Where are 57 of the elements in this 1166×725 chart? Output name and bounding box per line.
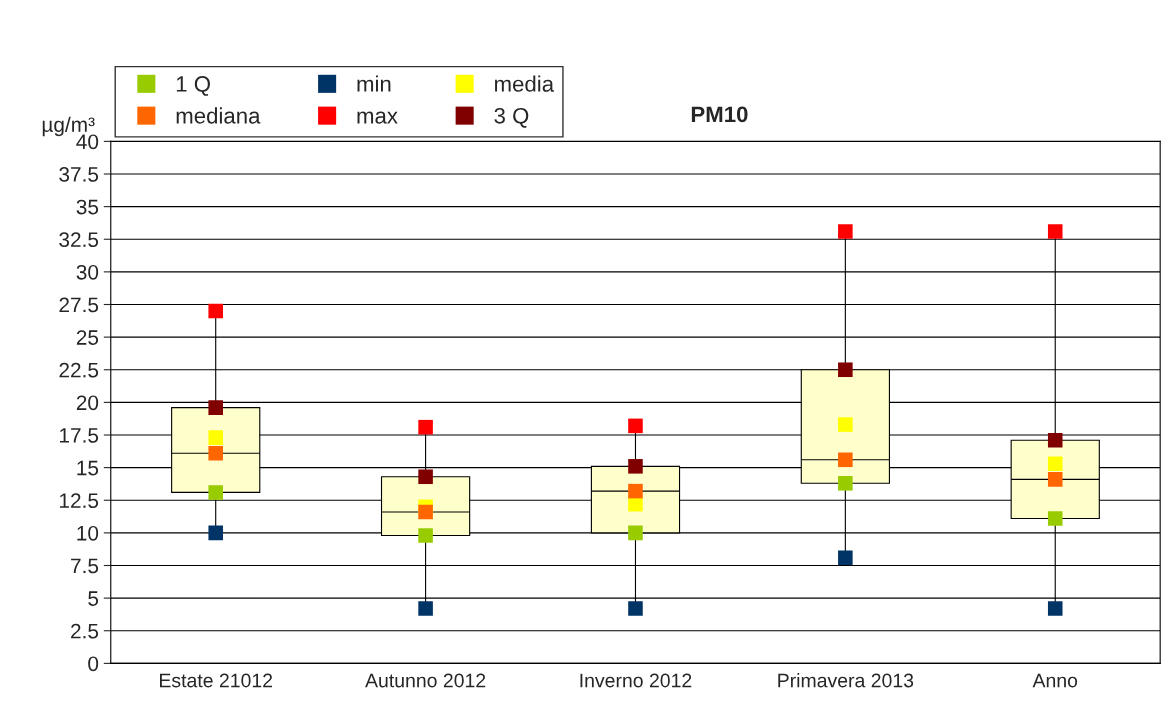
legend-label: max	[357, 111, 398, 124]
point	[418, 504, 433, 520]
point	[208, 303, 223, 319]
point	[838, 452, 853, 468]
point	[1047, 224, 1063, 239]
point	[1047, 472, 1063, 487]
y-tick-label: 10	[77, 525, 99, 541]
point	[838, 362, 853, 378]
chart-title: PM10	[691, 106, 748, 123]
legend-label: media	[495, 75, 555, 92]
y-tick-label: 37.5	[59, 167, 99, 182]
y-tick-label: 2.5	[71, 623, 99, 639]
legend-label: min	[357, 75, 391, 92]
y-tick-label: 15	[77, 460, 99, 476]
y-tick-label: 27.5	[59, 297, 99, 313]
point	[628, 483, 643, 499]
y-tick-label: 0	[88, 656, 99, 672]
y-tick-label: 25	[76, 330, 99, 345]
point	[838, 476, 853, 491]
y-tick-label: 7.5	[71, 558, 99, 574]
point	[628, 459, 643, 474]
point	[838, 550, 853, 565]
y-tick-label: 5	[88, 591, 99, 606]
point	[1047, 511, 1063, 526]
x-tick-label: Anno	[1032, 673, 1078, 688]
point	[208, 400, 223, 415]
y-tick-label: 35	[76, 199, 99, 215]
legend-label: 3 Q	[494, 107, 529, 128]
point	[838, 417, 853, 432]
point	[1047, 601, 1063, 616]
x-tick-label: Inverno 2012	[580, 673, 692, 688]
point	[418, 419, 433, 435]
y-tick-label: 20	[76, 395, 99, 411]
x-tick-label: Estate 21012	[160, 673, 273, 688]
y-tick-label: 12.5	[60, 493, 99, 508]
point	[418, 469, 433, 485]
point	[628, 525, 643, 541]
point	[208, 445, 223, 461]
y-tick-label: 22.5	[59, 362, 99, 378]
y-tick-label: 32.5	[59, 232, 99, 247]
legend-label: 1 Q	[176, 76, 210, 96]
point	[208, 525, 223, 541]
y-tick-label: 30	[76, 264, 99, 280]
y-tick-label: 17.5	[60, 428, 99, 443]
legend-label: mediana	[176, 107, 261, 124]
point	[208, 430, 223, 445]
point	[628, 418, 643, 434]
point	[208, 485, 223, 500]
point	[628, 601, 643, 616]
point	[418, 528, 433, 543]
x-tick-label: Autunno 2012	[365, 673, 486, 688]
point	[418, 601, 433, 616]
point	[838, 224, 853, 239]
x-tick-label: Primavera 2013	[778, 673, 914, 688]
point	[1047, 456, 1063, 471]
point	[628, 496, 643, 512]
point	[1047, 432, 1063, 448]
